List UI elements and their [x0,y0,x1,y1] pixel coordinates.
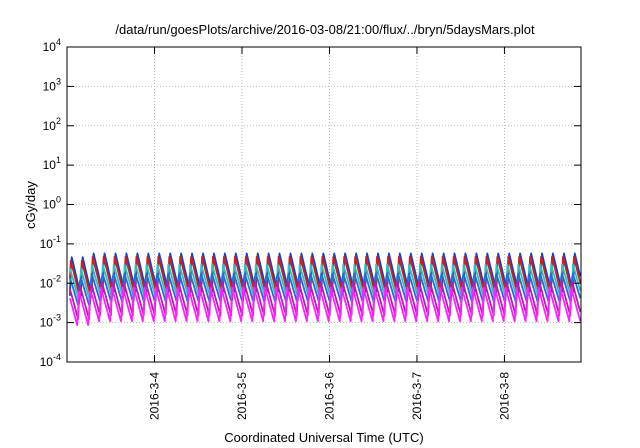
x-tick-label: 2016-3-7 [410,372,424,420]
y-tick-label: 102 [43,116,61,133]
y-tick-label: 10-2 [40,273,61,290]
x-tick-label: 2016-3-8 [497,372,511,420]
x-axis-label: Coordinated Universal Time (UTC) [224,430,423,445]
x-axis: 2016-3-4 2016-3-5 2016-3-6 2016-3-7 2016-3-8 [147,47,511,420]
x-tick-label: 2016-3-6 [322,372,336,420]
y-tick-label: 101 [43,155,61,172]
y-tick-label: 100 [43,195,61,212]
y-tick-label: 103 [43,76,61,93]
y-tick-label: 10-3 [40,313,61,330]
y-tick-label: 104 [43,37,61,54]
y-tick-label: 10-4 [40,352,61,369]
x-tick-label: 2016-3-5 [235,372,249,420]
y-tick-label: 10-1 [40,234,61,251]
y-axis-label: cGy/day [23,181,38,229]
series-line-5 [69,286,582,326]
chart-title: /data/run/goesPlots/archive/2016-03-08/2… [115,22,535,37]
y-axis: 10-4 10-3 10-2 10-1 100 101 102 103 104 [40,37,581,369]
x-tick-label: 2016-3-4 [147,372,161,420]
series-layer [69,252,582,326]
